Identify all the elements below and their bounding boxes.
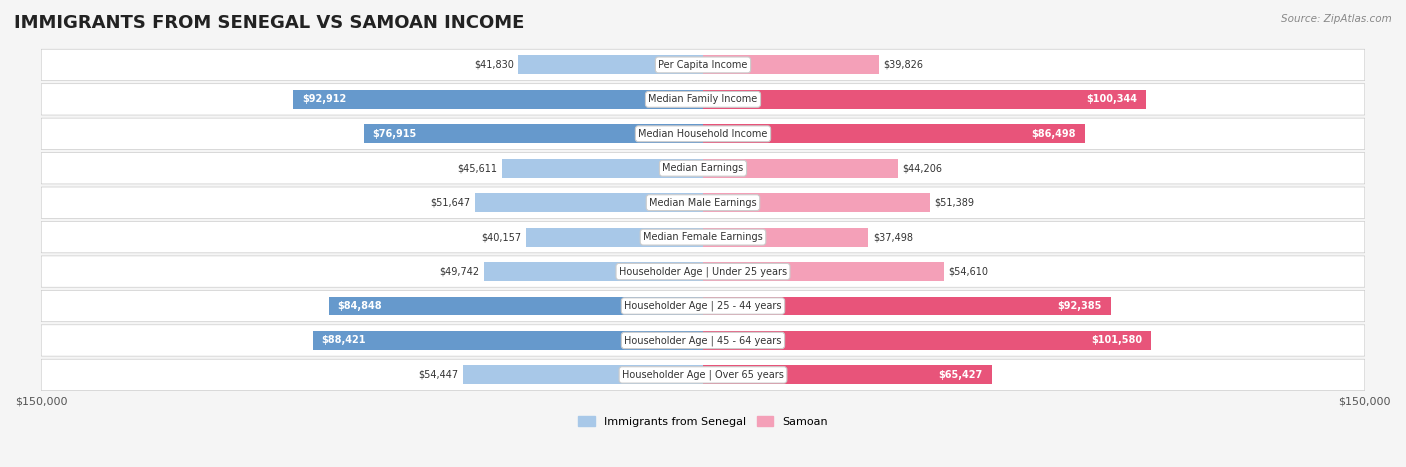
Text: $54,447: $54,447 <box>418 370 458 380</box>
Text: $41,830: $41,830 <box>474 60 515 70</box>
Text: $92,385: $92,385 <box>1057 301 1102 311</box>
Text: $51,647: $51,647 <box>430 198 471 208</box>
FancyBboxPatch shape <box>41 153 1365 184</box>
Text: $37,498: $37,498 <box>873 232 912 242</box>
Bar <box>484 262 703 281</box>
Text: Householder Age | Over 65 years: Householder Age | Over 65 years <box>621 370 785 380</box>
Bar <box>703 56 879 74</box>
FancyBboxPatch shape <box>41 84 1365 115</box>
Text: Median Family Income: Median Family Income <box>648 94 758 104</box>
Text: $84,848: $84,848 <box>337 301 382 311</box>
Bar <box>703 297 1111 316</box>
Bar <box>519 56 703 74</box>
FancyBboxPatch shape <box>41 221 1365 253</box>
Bar <box>703 159 898 178</box>
Legend: Immigrants from Senegal, Samoan: Immigrants from Senegal, Samoan <box>574 412 832 432</box>
Text: $101,580: $101,580 <box>1091 335 1142 346</box>
Text: $40,157: $40,157 <box>481 232 522 242</box>
Text: Householder Age | 25 - 44 years: Householder Age | 25 - 44 years <box>624 301 782 311</box>
FancyBboxPatch shape <box>41 118 1365 149</box>
Text: $44,206: $44,206 <box>903 163 942 173</box>
FancyBboxPatch shape <box>41 256 1365 287</box>
Text: $39,826: $39,826 <box>883 60 924 70</box>
Text: Median Household Income: Median Household Income <box>638 129 768 139</box>
Bar <box>703 124 1084 143</box>
Bar <box>329 297 703 316</box>
FancyBboxPatch shape <box>41 325 1365 356</box>
Text: $49,742: $49,742 <box>439 267 479 276</box>
Text: $76,915: $76,915 <box>373 129 416 139</box>
Bar <box>703 331 1152 350</box>
Bar <box>703 193 929 212</box>
Text: Per Capita Income: Per Capita Income <box>658 60 748 70</box>
Text: $100,344: $100,344 <box>1085 94 1137 104</box>
Text: $54,610: $54,610 <box>948 267 988 276</box>
Text: $88,421: $88,421 <box>322 335 366 346</box>
Bar <box>292 90 703 109</box>
Bar <box>502 159 703 178</box>
Bar <box>526 227 703 247</box>
FancyBboxPatch shape <box>41 290 1365 322</box>
Text: Median Female Earnings: Median Female Earnings <box>643 232 763 242</box>
Text: Median Earnings: Median Earnings <box>662 163 744 173</box>
Text: IMMIGRANTS FROM SENEGAL VS SAMOAN INCOME: IMMIGRANTS FROM SENEGAL VS SAMOAN INCOME <box>14 14 524 32</box>
Bar <box>703 227 869 247</box>
FancyBboxPatch shape <box>41 49 1365 81</box>
Text: Median Male Earnings: Median Male Earnings <box>650 198 756 208</box>
Bar <box>314 331 703 350</box>
Text: Householder Age | Under 25 years: Householder Age | Under 25 years <box>619 266 787 277</box>
Text: Householder Age | 45 - 64 years: Householder Age | 45 - 64 years <box>624 335 782 346</box>
Bar <box>364 124 703 143</box>
Text: $92,912: $92,912 <box>302 94 346 104</box>
Text: $86,498: $86,498 <box>1031 129 1076 139</box>
Text: $65,427: $65,427 <box>939 370 983 380</box>
FancyBboxPatch shape <box>41 359 1365 390</box>
Bar <box>463 366 703 384</box>
Text: $45,611: $45,611 <box>457 163 498 173</box>
Bar <box>703 90 1146 109</box>
FancyBboxPatch shape <box>41 187 1365 219</box>
Bar <box>703 262 943 281</box>
Text: Source: ZipAtlas.com: Source: ZipAtlas.com <box>1281 14 1392 24</box>
Bar <box>703 366 991 384</box>
Text: $51,389: $51,389 <box>934 198 974 208</box>
Bar <box>475 193 703 212</box>
